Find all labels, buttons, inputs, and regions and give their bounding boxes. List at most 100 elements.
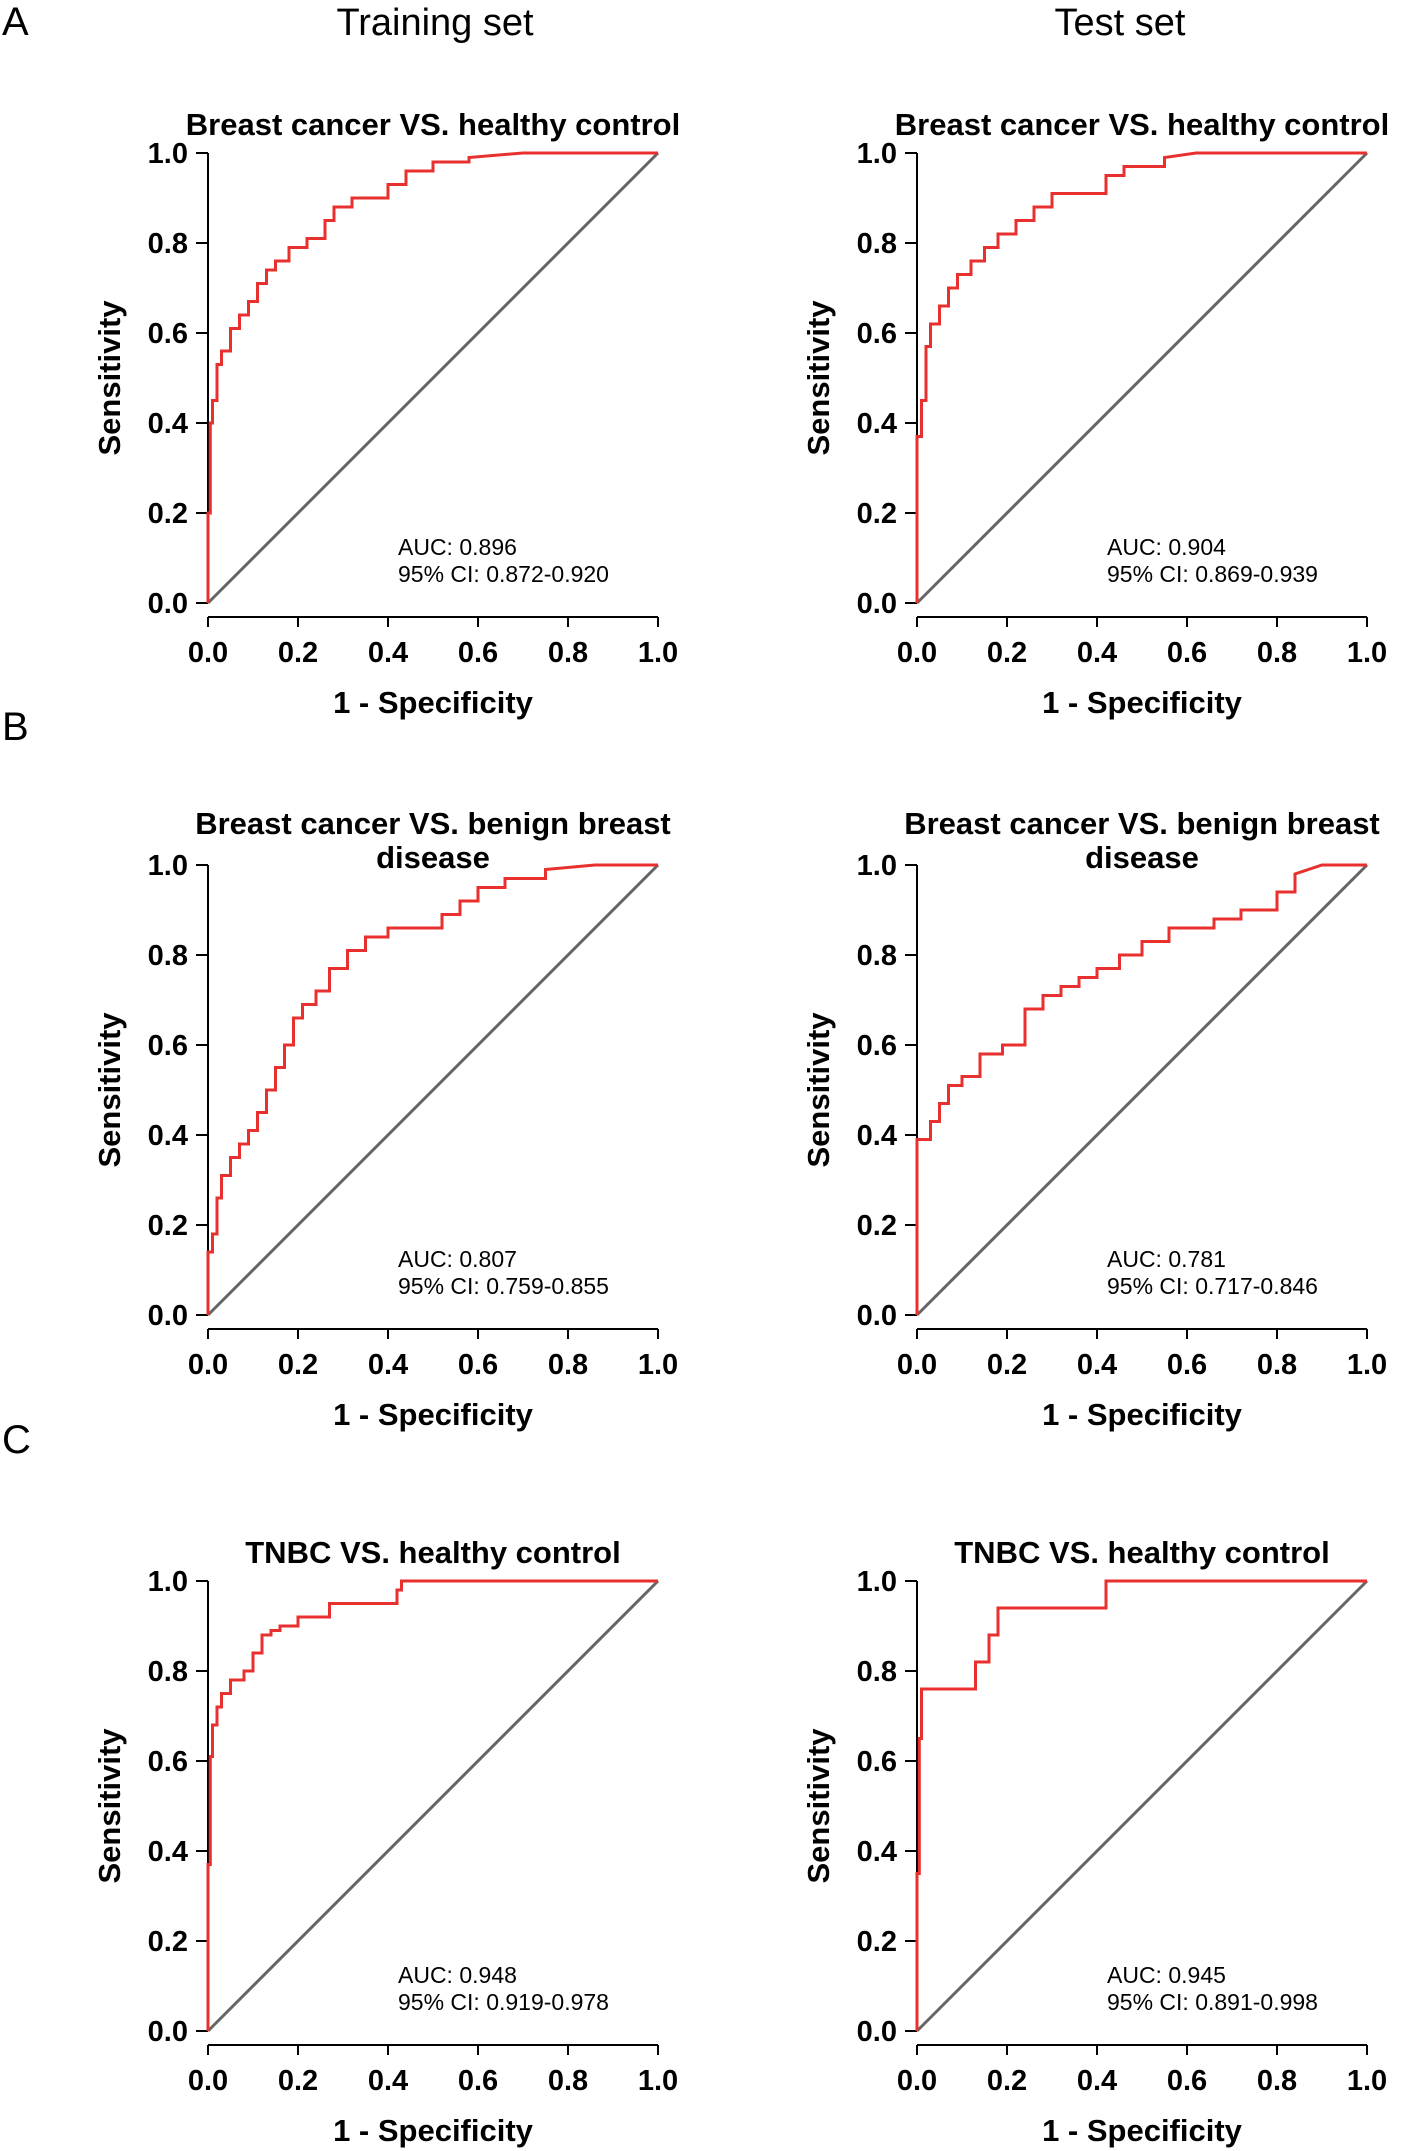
column-header-training: Training set xyxy=(336,2,534,44)
y-tick-label: 0.6 xyxy=(148,1746,188,1778)
roc-chart-a-test: Breast cancer VS. healthy control 0.0 0.2 0… xyxy=(801,107,1389,720)
chart-title: Breast cancer VS. healthy control xyxy=(895,107,1389,142)
chart-title: Breast cancer VS. benign breast xyxy=(904,806,1380,841)
ci-label: 95% CI: 0.759-0.855 xyxy=(398,1273,609,1299)
x-tick-label: 0.6 xyxy=(1167,637,1207,669)
x-axis-label: 1 - Specificity xyxy=(1042,685,1243,720)
auc-label: AUC: 0.948 xyxy=(398,1962,517,1988)
y-tick-label: 0.0 xyxy=(148,588,188,620)
y-tick-label: 0.8 xyxy=(148,1656,188,1688)
x-tick-label: 0.6 xyxy=(1167,1349,1207,1381)
auc-label: AUC: 0.781 xyxy=(1107,1246,1226,1272)
chart-title: Breast cancer VS. healthy control xyxy=(186,107,680,142)
y-tick-label: 0.8 xyxy=(857,228,897,260)
y-tick-label: 0.8 xyxy=(857,1656,897,1688)
y-tick-label: 0.2 xyxy=(148,498,188,530)
roc-curve xyxy=(206,151,658,603)
reference-diagonal-line xyxy=(915,1579,1369,2033)
x-axis-label: 1 - Specificity xyxy=(333,685,534,720)
x-tick-label: 1.0 xyxy=(1347,2065,1387,2097)
x-tick-label: 0.4 xyxy=(368,2065,408,2097)
y-tick-label: 0.4 xyxy=(148,1836,188,1868)
y-tick-label: 0.6 xyxy=(148,318,188,350)
x-tick-label: 0.2 xyxy=(987,637,1027,669)
roc-curve xyxy=(915,1579,1367,2031)
y-axis-label: Sensitivity xyxy=(92,1012,127,1168)
chart-title: TNBC VS. healthy control xyxy=(954,1535,1329,1570)
x-tick-label: 0.8 xyxy=(1257,637,1297,669)
y-tick-label: 0.6 xyxy=(857,318,897,350)
y-tick-label: 0.4 xyxy=(857,1836,897,1868)
x-tick-label: 0.0 xyxy=(897,1349,937,1381)
y-tick-label: 0.0 xyxy=(148,2016,188,2048)
chart-title: TNBC VS. healthy control xyxy=(245,1535,620,1570)
x-tick-label: 0.8 xyxy=(1257,2065,1297,2097)
reference-diagonal-line xyxy=(915,151,1369,605)
x-tick-label: 0.8 xyxy=(548,2065,588,2097)
ci-label: 95% CI: 0.717-0.846 xyxy=(1107,1273,1318,1299)
x-tick-label: 0.2 xyxy=(987,2065,1027,2097)
x-tick-label: 0.8 xyxy=(1257,1349,1297,1381)
roc-curve xyxy=(915,151,1367,603)
roc-curve xyxy=(206,1579,658,2031)
y-tick-label: 1.0 xyxy=(857,850,897,882)
y-tick-label: 0.4 xyxy=(148,408,188,440)
y-tick-label: 0.2 xyxy=(857,498,897,530)
x-tick-label: 0.2 xyxy=(987,1349,1027,1381)
x-tick-label: 1.0 xyxy=(1347,637,1387,669)
y-axis-label: Sensitivity xyxy=(801,300,836,456)
y-tick-label: 0.8 xyxy=(148,940,188,972)
y-tick-label: 0.8 xyxy=(148,228,188,260)
x-axis-label: 1 - Specificity xyxy=(1042,1397,1243,1432)
x-tick-label: 0.0 xyxy=(188,1349,228,1381)
y-tick-label: 0.0 xyxy=(857,2016,897,2048)
y-tick-label: 1.0 xyxy=(148,138,188,170)
y-tick-label: 0.4 xyxy=(148,1120,188,1152)
y-tick-label: 0.0 xyxy=(148,1300,188,1332)
x-tick-label: 0.6 xyxy=(458,637,498,669)
reference-diagonal-line xyxy=(206,1579,660,2033)
reference-diagonal-line xyxy=(915,863,1369,1317)
y-tick-label: 0.0 xyxy=(857,588,897,620)
chart-title: Breast cancer VS. benign breast xyxy=(195,806,671,841)
y-tick-label: 0.6 xyxy=(148,1030,188,1062)
x-axis-label: 1 - Specificity xyxy=(333,1397,534,1432)
x-tick-label: 1.0 xyxy=(1347,1349,1387,1381)
y-tick-label: 1.0 xyxy=(857,138,897,170)
x-tick-label: 0.4 xyxy=(368,1349,408,1381)
y-axis-label: Sensitivity xyxy=(92,1728,127,1884)
x-tick-label: 0.2 xyxy=(278,1349,318,1381)
panel-letter-a: A xyxy=(2,0,29,44)
y-axis-label: Sensitivity xyxy=(801,1728,836,1884)
panel-letter-c: C xyxy=(2,1418,31,1462)
y-tick-label: 1.0 xyxy=(857,1566,897,1598)
roc-chart-c-training: TNBC VS. healthy control 0.0 0.2 0.4 0.6 0.8 1… xyxy=(92,1535,678,2148)
chart-title: disease xyxy=(1085,840,1199,875)
y-axis-label: Sensitivity xyxy=(801,1012,836,1168)
x-tick-label: 1.0 xyxy=(638,637,678,669)
y-tick-label: 0.2 xyxy=(857,1926,897,1958)
roc-chart-c-test: TNBC VS. healthy control 0.0 0.2 0.4 0.6 0.8 1… xyxy=(801,1535,1387,2148)
x-tick-label: 1.0 xyxy=(638,1349,678,1381)
x-tick-label: 0.2 xyxy=(278,637,318,669)
ci-label: 95% CI: 0.872-0.920 xyxy=(398,561,609,587)
auc-label: AUC: 0.904 xyxy=(1107,534,1226,560)
roc-curve xyxy=(915,863,1367,1315)
x-tick-label: 0.6 xyxy=(1167,2065,1207,2097)
y-tick-label: 0.4 xyxy=(857,408,897,440)
y-tick-label: 0.6 xyxy=(857,1746,897,1778)
x-axis-label: 1 - Specificity xyxy=(333,2113,534,2148)
column-header-test: Test set xyxy=(1054,2,1186,44)
y-tick-label: 0.2 xyxy=(857,1210,897,1242)
y-tick-label: 1.0 xyxy=(148,1566,188,1598)
reference-diagonal-line xyxy=(206,151,660,605)
x-axis-label: 1 - Specificity xyxy=(1042,2113,1243,2148)
auc-label: AUC: 0.807 xyxy=(398,1246,517,1272)
x-tick-label: 0.0 xyxy=(188,637,228,669)
y-tick-label: 0.8 xyxy=(857,940,897,972)
ci-label: 95% CI: 0.891-0.998 xyxy=(1107,1989,1318,2015)
chart-title: disease xyxy=(376,840,490,875)
x-tick-label: 0.2 xyxy=(278,2065,318,2097)
